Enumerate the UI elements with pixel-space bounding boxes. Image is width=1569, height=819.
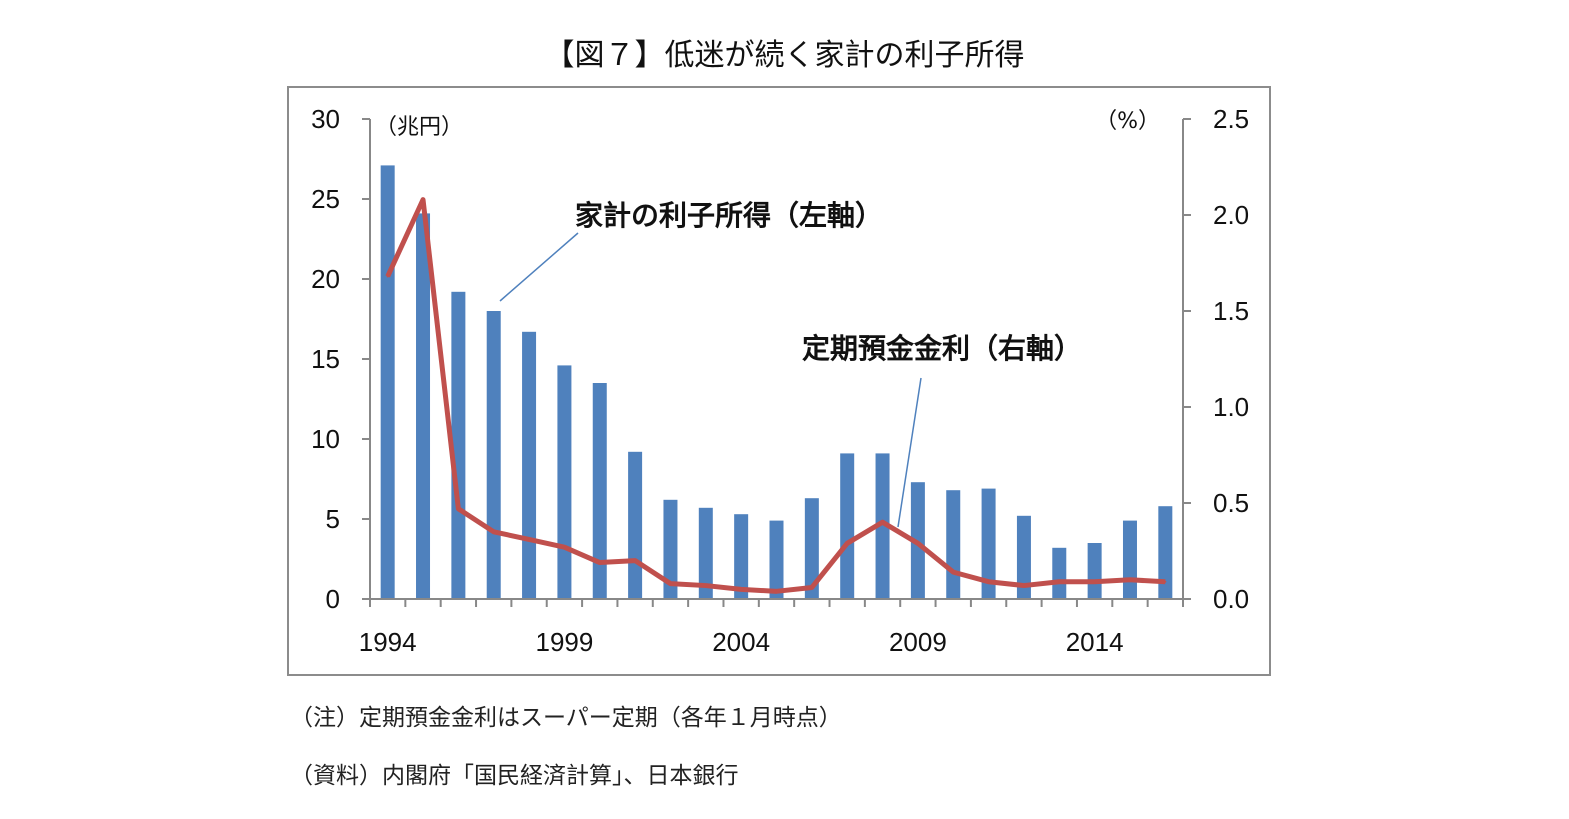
bar-1998 xyxy=(522,331,537,599)
x-tick-label: 1994 xyxy=(359,627,417,657)
bar-2000 xyxy=(592,383,607,599)
bar-series-label: 家計の利子所得（左軸） xyxy=(575,199,883,232)
rate-point-1997 xyxy=(492,530,495,533)
rate-point-2014 xyxy=(1093,580,1096,583)
right-tick-label: 2.0 xyxy=(1213,200,1249,230)
x-tick-label: 2004 xyxy=(712,627,770,657)
left-tick-label: 0 xyxy=(326,584,340,614)
rate-point-1999 xyxy=(563,546,566,549)
rate-point-2001 xyxy=(634,559,637,562)
rate-point-1996 xyxy=(457,507,460,510)
bar-2003 xyxy=(698,507,713,599)
bar-2013 xyxy=(1052,547,1067,599)
rate-point-2010 xyxy=(952,571,955,574)
right-unit-label: （%） xyxy=(1095,109,1160,134)
bar-2014 xyxy=(1087,543,1102,599)
chart-title: 【図７】低迷が続く家計の利子所得 xyxy=(544,38,1025,73)
x-tick-label: 2014 xyxy=(1066,627,1124,657)
bar-2008 xyxy=(875,453,890,599)
rate-point-2007 xyxy=(846,542,849,545)
rate-point-2002 xyxy=(669,582,672,585)
right-tick-label: 1.5 xyxy=(1213,296,1249,326)
rate-point-1994 xyxy=(386,275,389,278)
bar-2016 xyxy=(1158,506,1173,599)
right-tick-label: 0.5 xyxy=(1213,488,1249,518)
rate-point-2012 xyxy=(1022,584,1025,587)
bar-1999 xyxy=(557,365,572,599)
bar-2012 xyxy=(1016,515,1031,599)
bar-1995 xyxy=(416,213,431,599)
left-tick-label: 15 xyxy=(311,344,340,374)
x-tick-label: 2009 xyxy=(889,627,947,657)
bar-series-leader-line xyxy=(499,232,579,302)
bar-2006 xyxy=(804,498,819,599)
right-tick-label: 2.5 xyxy=(1213,104,1249,134)
right-tick-label: 1.0 xyxy=(1213,392,1249,422)
rate-point-2000 xyxy=(598,561,601,564)
rate-point-2003 xyxy=(704,584,707,587)
bar-2001 xyxy=(628,451,643,599)
bar-2011 xyxy=(981,488,996,599)
bar-2015 xyxy=(1122,520,1137,599)
rate-point-1995 xyxy=(422,198,425,201)
bar-1996 xyxy=(451,291,466,599)
line-series-label: 定期預金金利（右軸） xyxy=(802,332,1082,365)
rate-point-2013 xyxy=(1058,580,1061,583)
right-tick-label: 0.0 xyxy=(1213,584,1249,614)
left-tick-label: 10 xyxy=(311,424,340,454)
bar-2002 xyxy=(663,499,678,599)
x-tick-label: 1999 xyxy=(535,627,593,657)
left-unit-label: （兆円） xyxy=(375,115,463,140)
source: （資料）内閣府「国民経済計算」、日本銀行 xyxy=(290,763,739,789)
note: （注）定期預金金利はスーパー定期（各年１月時点） xyxy=(290,705,842,731)
left-tick-label: 25 xyxy=(311,184,340,214)
rate-point-2016 xyxy=(1164,580,1167,583)
rate-point-1998 xyxy=(528,538,531,541)
rate-point-2008 xyxy=(881,521,884,524)
bar-1994 xyxy=(380,165,395,599)
rate-point-2009 xyxy=(916,542,919,545)
left-tick-label: 5 xyxy=(326,504,340,534)
chart-frame xyxy=(287,86,1271,676)
bar-2010 xyxy=(946,490,961,599)
bar-1997 xyxy=(486,311,501,599)
left-tick-label: 20 xyxy=(311,264,340,294)
rate-point-2011 xyxy=(987,580,990,583)
rate-point-2005 xyxy=(775,590,778,593)
rate-point-2015 xyxy=(1128,578,1131,581)
left-tick-label: 30 xyxy=(311,104,340,134)
line-series-leader-line xyxy=(897,377,922,528)
rate-point-2004 xyxy=(740,588,743,591)
bar-2004 xyxy=(734,514,749,599)
bar-2007 xyxy=(840,453,855,599)
bar-2005 xyxy=(769,520,784,599)
rate-point-2006 xyxy=(810,586,813,589)
